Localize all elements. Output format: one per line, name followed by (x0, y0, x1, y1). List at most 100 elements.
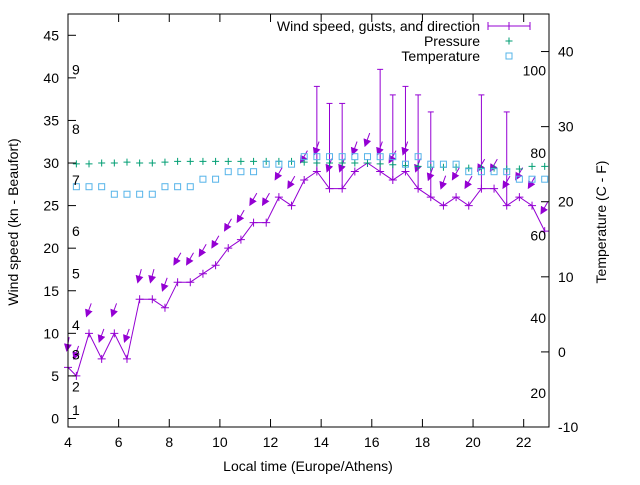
pressure-point (515, 165, 523, 173)
y2-tick-label: 40 (558, 44, 574, 60)
wind-speed-point (515, 193, 524, 202)
pressure-point (363, 159, 371, 167)
x-tick-label: 18 (415, 434, 431, 450)
beaufort-label: 1 (72, 402, 80, 418)
y-tick-label: 30 (43, 155, 59, 171)
wind-speed-point (160, 303, 169, 312)
wind-speed-line (67, 162, 546, 377)
x-tick-label: 6 (115, 434, 123, 450)
y-tick-label: 40 (43, 70, 59, 86)
direction-arrows-group (63, 132, 549, 361)
wind-speed-point (300, 176, 309, 185)
pressure-point (161, 158, 169, 166)
wind-speed-point (85, 329, 94, 338)
temperature-point (351, 153, 359, 161)
temperature-point (414, 153, 422, 161)
beaufort-label: 5 (72, 266, 80, 282)
temperature-point (275, 160, 283, 168)
pressure-point (465, 164, 473, 172)
fahrenheit-label: 40 (530, 310, 546, 326)
fahrenheit-label: 20 (530, 385, 546, 401)
direction-arrow (72, 345, 80, 361)
direction-arrow (123, 328, 131, 344)
pressure-point (72, 160, 80, 168)
temperature-point (174, 183, 182, 191)
beaufort-label: 8 (72, 121, 80, 137)
pressure-point (351, 159, 359, 167)
y-axis-label: Wind speed (kn - Beaufort) (5, 138, 21, 305)
temperature-point (72, 183, 80, 191)
temperature-point (376, 153, 384, 161)
direction-arrow (161, 277, 169, 292)
wind-speed-point (274, 193, 283, 202)
direction-arrow (502, 175, 511, 190)
wind-speed-point (249, 218, 258, 227)
wind-speed-point (211, 261, 220, 270)
direction-arrow (350, 141, 359, 156)
wind-speed-point (122, 354, 131, 363)
wind-speed-point (490, 184, 499, 193)
y-tick-label: 25 (43, 198, 59, 214)
legend-swatch-pressure (505, 37, 513, 45)
beaufort-label: 4 (72, 317, 80, 333)
y2-tick-label: -10 (558, 419, 578, 435)
direction-arrow (274, 167, 283, 181)
y-tick-label: 35 (43, 112, 59, 128)
temperature-point (199, 175, 207, 183)
direction-arrow (110, 303, 118, 318)
temperature-point (313, 153, 321, 161)
temperature-point (452, 160, 460, 168)
temperature-point (363, 153, 371, 161)
wind-speed-point (198, 269, 207, 278)
direction-arrow (173, 252, 182, 266)
y-tick-label: 20 (43, 240, 59, 256)
x-tick-label: 22 (516, 434, 532, 450)
y-tick-label: 15 (43, 283, 59, 299)
direction-arrow (287, 175, 296, 190)
direction-arrow (376, 141, 384, 156)
temperature-point (85, 183, 93, 191)
pressure-point (414, 162, 422, 170)
direction-arrow (515, 167, 524, 181)
pressure-point (250, 157, 258, 165)
y-tick-label: 0 (51, 410, 59, 426)
direction-arrow (249, 192, 258, 207)
wind-speed-point (540, 227, 549, 236)
pressure-point (212, 157, 220, 165)
direction-arrow (401, 141, 410, 156)
direction-arrow (312, 141, 321, 156)
temperature-point (541, 175, 549, 183)
x-tick-label: 10 (212, 434, 228, 450)
direction-arrow (135, 269, 144, 284)
pressure-point (389, 161, 397, 169)
temperature-point (490, 168, 498, 176)
direction-arrow (464, 175, 473, 190)
pressure-point (110, 159, 118, 167)
y-tick-label: 5 (51, 368, 59, 384)
pressure-point (186, 157, 194, 165)
beaufort-label: 3 (72, 347, 80, 363)
wind-speed-point (439, 201, 448, 210)
legend-label-wind: Wind speed, gusts, and direction (277, 18, 480, 34)
temperature-point (237, 168, 245, 176)
pressure-point (376, 160, 384, 168)
temperature-point (477, 168, 485, 176)
pressure-point (338, 159, 346, 167)
wind-speed-point (528, 201, 537, 210)
pressure-point (237, 157, 245, 165)
pressure-point (85, 160, 93, 168)
y-tick-label: 10 (43, 325, 59, 341)
pressure-point (477, 164, 485, 172)
beaufort-label: 2 (72, 379, 80, 395)
beaufort-label: 6 (72, 223, 80, 239)
legend-label-temperature: Temperature (401, 48, 480, 64)
temperature-point (427, 160, 435, 168)
temperature-point (161, 183, 169, 191)
wind-speed-point (452, 193, 461, 202)
pressure-point (123, 158, 131, 166)
wind-speed-point (148, 295, 157, 304)
x-tick-label: 8 (165, 434, 173, 450)
pressure-point (326, 159, 334, 167)
x-tick-label: 16 (364, 434, 380, 450)
